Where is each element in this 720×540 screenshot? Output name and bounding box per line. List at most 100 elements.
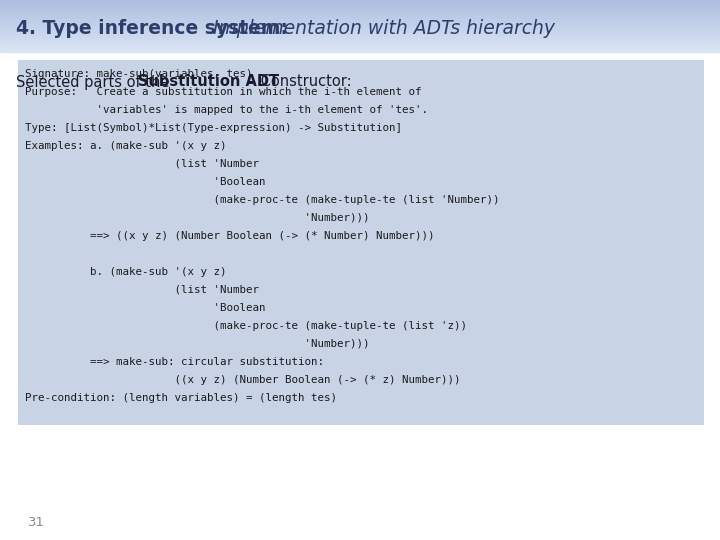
Bar: [0, 1, 720, 2]
Bar: [0, 47, 720, 48]
Bar: [0, 2, 720, 3]
Text: 'Number))): 'Number))): [25, 213, 369, 223]
Bar: [0, 19, 720, 20]
Bar: [0, 4, 720, 5]
Bar: [0, 30, 720, 31]
Bar: [0, 43, 720, 44]
Text: (list 'Number: (list 'Number: [25, 285, 259, 295]
Text: Pre-condition: (length variables) = (length tes): Pre-condition: (length variables) = (len…: [25, 393, 337, 403]
Bar: [0, 13, 720, 14]
Text: b. (make-sub '(x y z): b. (make-sub '(x y z): [25, 267, 227, 277]
Bar: [0, 2, 720, 3]
Bar: [0, 32, 720, 33]
Bar: [0, 44, 720, 45]
Text: 'Boolean: 'Boolean: [25, 303, 266, 313]
Bar: [0, 44, 720, 45]
Bar: [0, 6, 720, 8]
Bar: [0, 35, 720, 36]
Text: 'Boolean: 'Boolean: [25, 177, 266, 187]
Bar: [0, 46, 720, 48]
Bar: [0, 16, 720, 17]
Bar: [0, 5, 720, 6]
Bar: [0, 17, 720, 18]
Bar: [0, 36, 720, 37]
Bar: [0, 37, 720, 38]
Bar: [0, 0, 720, 1]
Bar: [0, 29, 720, 31]
Bar: [0, 22, 720, 23]
Bar: [0, 48, 720, 49]
Bar: [0, 24, 720, 25]
Bar: [0, 41, 720, 42]
Text: 31: 31: [28, 516, 45, 529]
Text: ==> make-sub: circular substitution:: ==> make-sub: circular substitution:: [25, 357, 324, 367]
Bar: [0, 10, 720, 11]
Bar: [0, 42, 720, 43]
Bar: [0, 39, 720, 40]
Bar: [0, 29, 720, 30]
Bar: [0, 26, 720, 28]
Bar: [0, 15, 720, 16]
Text: 4. Type inference system:: 4. Type inference system:: [16, 18, 288, 37]
Bar: [0, 35, 720, 36]
Bar: [18, 60, 704, 425]
Bar: [0, 18, 720, 19]
Bar: [0, 38, 720, 39]
Bar: [0, 18, 720, 19]
Bar: [0, 12, 720, 13]
Text: ==> ((x y z) (Number Boolean (-> (* Number) Number))): ==> ((x y z) (Number Boolean (-> (* Numb…: [25, 231, 434, 241]
Bar: [0, 15, 720, 16]
Bar: [0, 46, 720, 47]
Text: 'variables' is mapped to the i-th element of 'tes'.: 'variables' is mapped to the i-th elemen…: [25, 105, 428, 115]
Bar: [0, 28, 720, 29]
Bar: [0, 28, 720, 29]
Bar: [0, 3, 720, 4]
Bar: [0, 43, 720, 44]
Bar: [0, 5, 720, 6]
Text: 'Number))): 'Number))): [25, 339, 369, 349]
Text: (make-proc-te (make-tuple-te (list 'Number)): (make-proc-te (make-tuple-te (list 'Numb…: [25, 195, 500, 205]
Text: Purpose:   Create a substitution in which the i-th element of: Purpose: Create a substitution in which …: [25, 87, 421, 97]
Bar: [0, 22, 720, 23]
Bar: [0, 8, 720, 9]
Text: Signature: make-sub(variables, tes): Signature: make-sub(variables, tes): [25, 69, 253, 79]
Bar: [0, 16, 720, 17]
Bar: [0, 32, 720, 34]
Bar: [0, 31, 720, 32]
Bar: [0, 21, 720, 22]
Bar: [0, 11, 720, 12]
Bar: [0, 48, 720, 49]
Text: ((x y z) (Number Boolean (-> (* z) Number))): ((x y z) (Number Boolean (-> (* z) Numbe…: [25, 375, 461, 385]
Text: Selected parts of the: Selected parts of the: [16, 75, 174, 90]
Bar: [0, 3, 720, 4]
Bar: [0, 34, 720, 35]
Text: (list 'Number: (list 'Number: [25, 159, 259, 169]
Bar: [0, 0, 720, 1]
Bar: [0, 37, 720, 38]
Bar: [0, 25, 720, 26]
Text: Implementation with ADTs hierarchy: Implementation with ADTs hierarchy: [207, 18, 555, 37]
Bar: [0, 14, 720, 15]
Bar: [0, 49, 720, 50]
Bar: [0, 25, 720, 26]
Bar: [0, 45, 720, 46]
Text: Type: [List(Symbol)*List(Type-expression) -> Substitution]: Type: [List(Symbol)*List(Type-expression…: [25, 123, 402, 133]
Bar: [0, 24, 720, 25]
Text: – Constructor:: – Constructor:: [244, 75, 351, 90]
Bar: [0, 23, 720, 24]
Bar: [0, 50, 720, 51]
Bar: [0, 8, 720, 9]
Bar: [0, 27, 720, 28]
Bar: [0, 50, 720, 51]
Bar: [0, 31, 720, 32]
Bar: [0, 21, 720, 22]
Bar: [0, 9, 720, 10]
Bar: [0, 40, 720, 42]
Bar: [0, 40, 720, 41]
Bar: [0, 51, 720, 52]
Bar: [0, 38, 720, 39]
Text: Examples: a. (make-sub '(x y z): Examples: a. (make-sub '(x y z): [25, 141, 227, 151]
Bar: [0, 11, 720, 12]
Text: (make-proc-te (make-tuple-te (list 'z)): (make-proc-te (make-tuple-te (list 'z)): [25, 321, 467, 331]
Bar: [0, 6, 720, 7]
